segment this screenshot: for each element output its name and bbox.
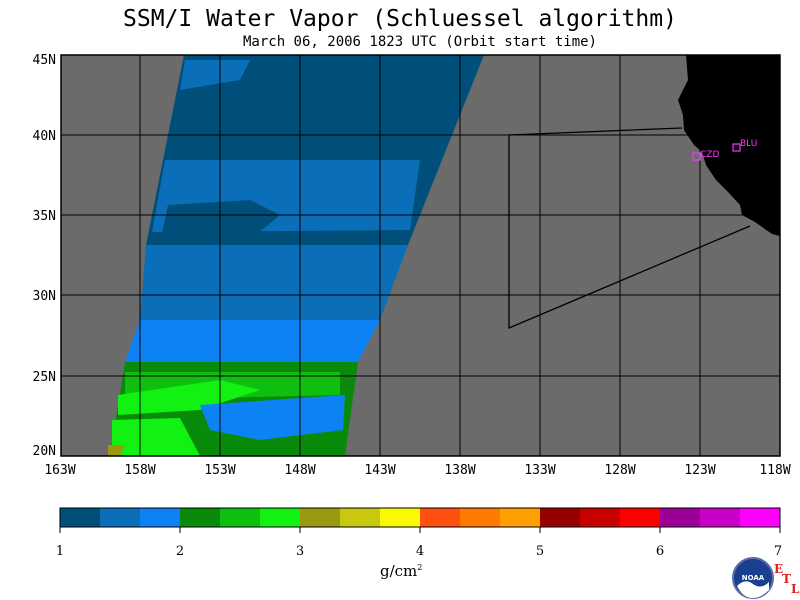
colorbar-tick-label: 6 [656, 544, 664, 559]
swath-band-midblue [140, 245, 408, 320]
lon-label: 123W [684, 463, 715, 478]
lat-label: 25N [33, 370, 56, 385]
colorbar-swatch [500, 508, 540, 527]
lat-labels: 45N 40N 35N 30N 25N 20N [33, 53, 56, 459]
map-grid [61, 55, 780, 456]
domain-outline [508, 127, 751, 329]
colorbar-tick-label: 5 [536, 544, 544, 559]
colorbar-swatch [60, 508, 100, 527]
colorbar-swatch [180, 508, 220, 527]
lon-label: 128W [604, 463, 635, 478]
lat-label: 20N [33, 444, 56, 459]
colorbar-swatch [420, 508, 460, 527]
lon-label: 118W [759, 463, 790, 478]
etl-logo-t: T [782, 572, 791, 586]
colorbar-swatch [300, 508, 340, 527]
colorbar-swatch [740, 508, 780, 527]
colorbar-swatch [460, 508, 500, 527]
chart-title: SSM/I Water Vapor (Schluessel algorithm) [123, 6, 677, 32]
swath-patch-lightblue-north [180, 60, 250, 90]
lon-label: 148W [284, 463, 315, 478]
lat-label: 40N [33, 129, 56, 144]
swath-band-lightblue [125, 320, 380, 362]
colorbar-swatch [660, 508, 700, 527]
land-california [678, 55, 780, 236]
units-text: g/cm [380, 562, 418, 580]
etl-logo-e: E [774, 562, 784, 576]
colorbar-swatch [140, 508, 180, 527]
lon-label: 153W [204, 463, 235, 478]
station-blu-marker [732, 143, 741, 152]
lon-label: 158W [124, 463, 155, 478]
colorbar-tick-label: 1 [56, 544, 64, 559]
colorbar-swatch [580, 508, 620, 527]
colorbar-swatch [380, 508, 420, 527]
colorbar-units: g/cm2 [380, 562, 422, 580]
colorbar-tick-labels: 1 2 3 4 5 6 7 [56, 544, 782, 559]
lon-label: 133W [524, 463, 555, 478]
noaa-logo-icon: NOAA [732, 557, 774, 599]
colorbar-swatch [700, 508, 740, 527]
station-blu-label: BLU [740, 139, 757, 149]
lon-label: 163W [44, 463, 75, 478]
lat-label: 30N [33, 289, 56, 304]
map-frame [60, 54, 781, 457]
colorbar-tick-label: 2 [176, 544, 184, 559]
lat-label: 35N [33, 209, 56, 224]
colorbar-swatch [100, 508, 140, 527]
swath-patch-lime-green [118, 380, 260, 415]
chart-subtitle: March 06, 2006 1823 UTC (Orbit start tim… [242, 34, 597, 50]
etl-logo-l: L [791, 582, 800, 596]
colorbar-swatch [340, 508, 380, 527]
lat-label: 45N [33, 53, 56, 68]
colorbar [59, 507, 781, 533]
colorbar-swatch [260, 508, 300, 527]
swath-patch-olive [108, 445, 125, 456]
colorbar-swatch [220, 508, 260, 527]
lon-label: 143W [364, 463, 395, 478]
colorbar-tick-label: 3 [296, 544, 304, 559]
colorbar-tick-label: 4 [416, 544, 424, 559]
station-czd-label: CZD [700, 150, 719, 160]
station-czd-marker [692, 152, 701, 161]
swath-patch-blue-tongue [200, 395, 345, 440]
swath-patch-lime-south [112, 418, 200, 456]
noaa-logo-text: NOAA [742, 574, 765, 582]
colorbar-swatch [540, 508, 580, 527]
lon-label: 138W [444, 463, 475, 478]
colorbar-tick-label: 7 [774, 544, 782, 559]
colorbar-swatch [620, 508, 660, 527]
lon-labels: 163W 158W 153W 148W 143W 138W 133W 128W … [44, 463, 790, 478]
units-superscript: 2 [417, 563, 423, 572]
